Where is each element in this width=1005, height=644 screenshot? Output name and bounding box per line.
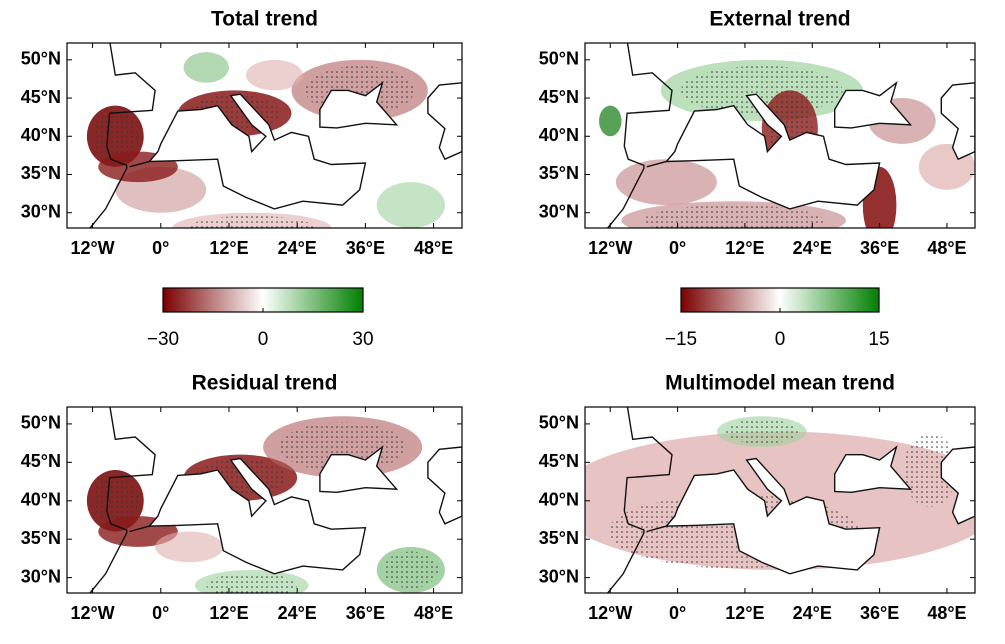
y-tick-label: 50°N <box>21 49 61 69</box>
x-tick-label: 12°W <box>70 238 114 258</box>
y-tick-label: 50°N <box>539 413 579 433</box>
y-tick-label: 40°N <box>539 490 579 510</box>
colorbar-tick-label: 30 <box>352 329 373 350</box>
y-tick-label: 50°N <box>21 413 61 433</box>
colorbar-tick-label: 0 <box>258 329 269 350</box>
x-tick-label: 0° <box>152 603 169 623</box>
shading <box>599 106 621 137</box>
colorbar-tick-label: 15 <box>868 329 889 350</box>
x-tick-label: 12°W <box>588 238 632 258</box>
x-tick-label: 48°E <box>927 603 966 623</box>
x-tick-label: 36°E <box>346 603 385 623</box>
x-tick-label: 12°E <box>725 603 764 623</box>
panel-title: Multimodel mean trend <box>665 372 895 395</box>
x-tick-label: 24°E <box>278 603 317 623</box>
x-tick-label: 36°E <box>860 238 899 258</box>
shading <box>184 52 229 83</box>
y-tick-label: 50°N <box>539 49 579 69</box>
x-tick-label: 0° <box>669 603 686 623</box>
y-tick-label: 35°N <box>539 528 579 548</box>
x-tick-label: 48°E <box>414 238 453 258</box>
x-tick-label: 12°E <box>725 238 764 258</box>
y-tick-label: 45°N <box>21 87 61 107</box>
map-area <box>67 41 462 244</box>
panel-title: External trend <box>709 8 850 31</box>
y-tick-label: 40°N <box>21 125 61 145</box>
y-tick-label: 30°N <box>21 201 61 221</box>
stippling <box>644 205 824 236</box>
x-tick-label: 36°E <box>860 603 899 623</box>
x-tick-label: 12°E <box>209 238 248 258</box>
colorbar-tick-label: 0 <box>775 329 786 350</box>
shading <box>155 532 223 563</box>
shading <box>377 182 445 228</box>
y-tick-label: 30°N <box>21 566 61 586</box>
x-tick-label: 24°E <box>278 238 317 258</box>
x-tick-label: 12°W <box>70 603 114 623</box>
panel-title: Residual trend <box>192 372 338 395</box>
stippling <box>726 419 798 444</box>
stippling <box>384 551 439 588</box>
y-tick-label: 40°N <box>539 125 579 145</box>
map-area <box>585 41 975 244</box>
stippling <box>206 573 297 598</box>
x-tick-label: 48°E <box>414 603 453 623</box>
x-tick-label: 36°E <box>346 238 385 258</box>
page: Total trend 12°W 0° 12°E 24°E 36°E 48°E 30°N 35°… <box>0 0 1005 644</box>
shading <box>246 60 303 91</box>
map-area <box>67 405 462 601</box>
y-tick-label: 35°N <box>539 163 579 183</box>
y-tick-label: 40°N <box>21 490 61 510</box>
x-tick-label: 0° <box>669 238 686 258</box>
panel-title: Total trend <box>211 8 318 31</box>
x-tick-label: 24°E <box>793 238 832 258</box>
x-tick-label: 12°W <box>588 603 632 623</box>
y-tick-label: 35°N <box>21 528 61 548</box>
y-tick-label: 45°N <box>539 451 579 471</box>
map-area <box>554 405 1003 597</box>
figure: Total trend 12°W 0° 12°E 24°E 36°E 48°E 30°N 35°… <box>0 0 1005 639</box>
y-tick-label: 35°N <box>21 163 61 183</box>
y-tick-label: 30°N <box>539 566 579 586</box>
x-tick-label: 0° <box>152 238 169 258</box>
y-tick-label: 45°N <box>21 451 61 471</box>
colorbar-tick-label: −15 <box>665 329 697 350</box>
colorbar-tick-label: −30 <box>147 329 179 350</box>
y-tick-label: 45°N <box>539 87 579 107</box>
x-tick-label: 24°E <box>793 603 832 623</box>
shading <box>616 159 717 205</box>
x-tick-label: 48°E <box>927 238 966 258</box>
y-tick-label: 30°N <box>539 201 579 221</box>
x-tick-label: 12°E <box>209 603 248 623</box>
